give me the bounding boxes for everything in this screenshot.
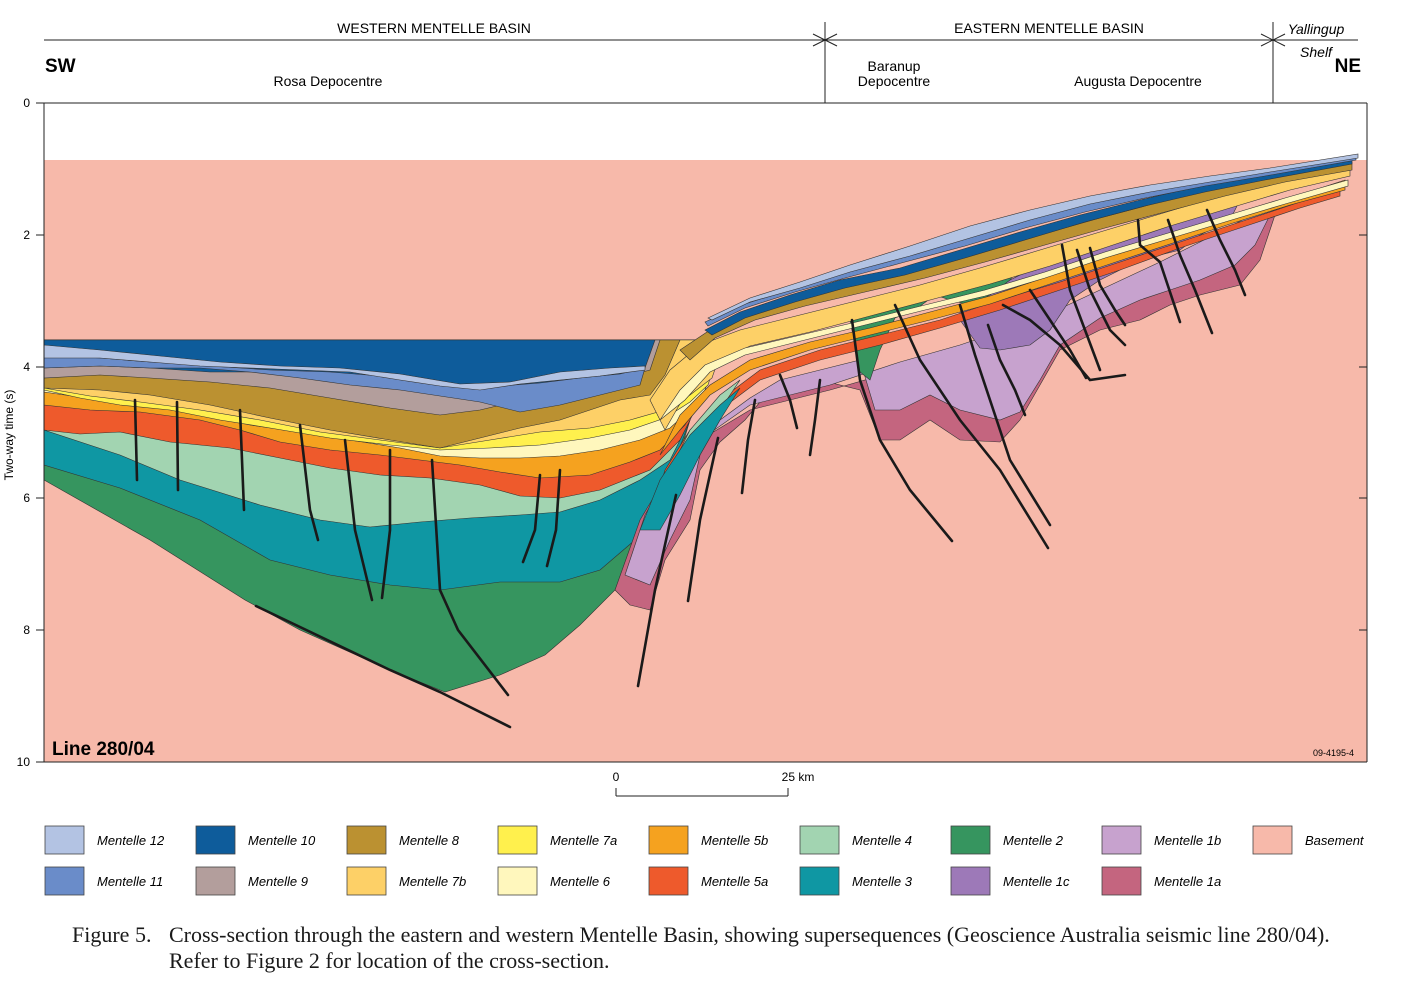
legend-swatch [195, 825, 236, 855]
legend-swatch [44, 866, 85, 896]
legend-swatch [648, 825, 689, 855]
scale-bar [615, 788, 789, 797]
legend-swatch [648, 866, 689, 896]
baranup-label-line1: Baranup [868, 58, 921, 74]
header-frame [44, 22, 1358, 103]
layer-mentelle-12-east [707, 153, 1359, 321]
axis-tick-4: 4 [23, 360, 30, 374]
shelf-label-line2: Shelf [1300, 44, 1334, 60]
legend-label: Mentelle 4 [852, 833, 912, 848]
legend-label: Mentelle 7b [399, 874, 466, 889]
legend-swatch [799, 825, 840, 855]
sw-label: SW [45, 56, 76, 77]
legend-label: Mentelle 7a [550, 833, 617, 848]
legend-swatch [1101, 825, 1142, 855]
ne-label: NE [1335, 56, 1361, 77]
legend-label: Mentelle 5a [701, 874, 768, 889]
legend-label: Mentelle 1a [1154, 874, 1221, 889]
layer-mentelle-1b-east [624, 204, 1276, 586]
layer-mentelle-7b-east [649, 164, 1351, 431]
legend-label: Mentelle 8 [399, 833, 460, 848]
legend-label: Mentelle 11 [97, 874, 163, 889]
legend-swatch [44, 825, 85, 855]
legend-label: Mentelle 9 [248, 874, 308, 889]
legend-label: Basement [1305, 833, 1365, 848]
axis-tick-2: 2 [23, 228, 30, 242]
axis-tick-8: 8 [23, 623, 30, 637]
y-axis-label: Two-way time (s) [2, 390, 16, 481]
legend-label: Mentelle 12 [97, 833, 165, 848]
legend-swatch [950, 866, 991, 896]
legend-label: Mentelle 2 [1003, 833, 1064, 848]
legend-swatch [799, 866, 840, 896]
axis-tick-6: 6 [23, 491, 30, 505]
legend-label: Mentelle 10 [248, 833, 316, 848]
axis-tick-0: 0 [23, 96, 30, 110]
legend-swatch [950, 825, 991, 855]
axis-frame [36, 102, 1368, 763]
caption-text: Cross-section through the eastern and we… [169, 922, 1330, 973]
layer-mentelle-12-west [43, 344, 646, 391]
legend-swatch [1101, 866, 1142, 896]
baranup-label-line2: Depocentre [858, 73, 931, 89]
legend-label: Mentelle 6 [550, 874, 611, 889]
western-basin-label: WESTERN MENTELLE BASIN [337, 20, 531, 36]
legend-swatch [1252, 825, 1293, 855]
legend-swatch [497, 866, 538, 896]
eastern-basin-label: EASTERN MENTELLE BASIN [954, 20, 1144, 36]
axis-tick-10: 10 [17, 755, 31, 769]
legend-swatch [346, 866, 387, 896]
layer-mentelle-3-east [639, 387, 741, 531]
scale-bar-end: 25 km [782, 770, 815, 784]
scale-bar-start: 0 [613, 770, 620, 784]
legend-swatch [195, 866, 236, 896]
layer-mentelle-10-east [704, 157, 1353, 336]
faults [133, 208, 1247, 729]
caption-number: Figure 5. [72, 922, 152, 947]
augusta-depocentre-label: Augusta Depocentre [1074, 73, 1202, 89]
rosa-depocentre-label: Rosa Depocentre [274, 73, 383, 89]
legend-label: Mentelle 5b [701, 833, 768, 848]
layer-mentelle-5a-east [649, 187, 1341, 521]
plot-area [43, 103, 1367, 762]
shelf-label-line1: Yallingup [1288, 21, 1345, 37]
line-label: Line 280/04 [52, 739, 155, 760]
legend-label: Mentelle 1b [1154, 833, 1221, 848]
layer-mentelle-11-west [43, 354, 646, 413]
legend-swatch [497, 825, 538, 855]
legend-label: Mentelle 3 [852, 874, 913, 889]
legend: Mentelle 12 Mentelle 10 Mentelle 8 Mentelle… [44, 825, 1365, 896]
layer-mentelle-6-east [659, 179, 1349, 421]
legend-label: Mentelle 1c [1003, 874, 1070, 889]
legend-swatch [346, 825, 387, 855]
figure-code: 09-4195-4 [1313, 748, 1354, 758]
